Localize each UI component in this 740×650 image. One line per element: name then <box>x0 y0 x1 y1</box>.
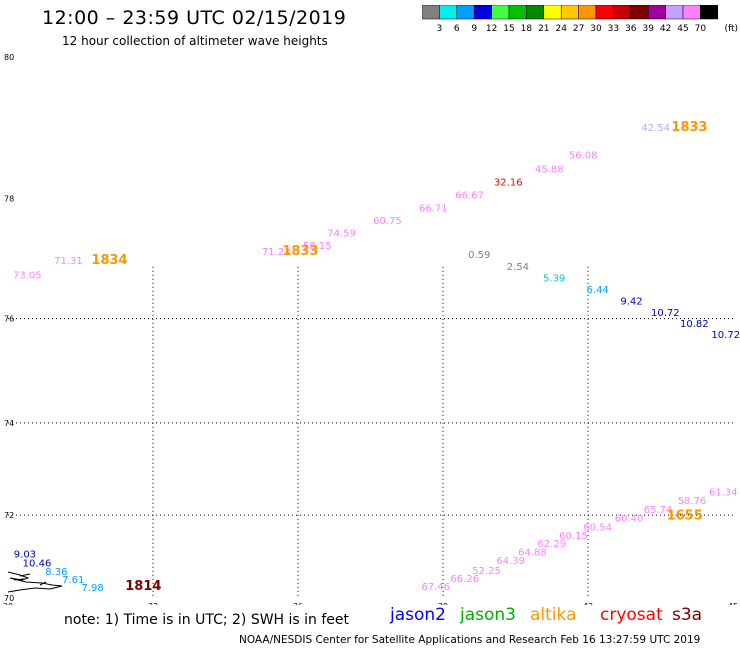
longitude-tick-label: 36 <box>293 602 303 605</box>
legend-jason2: jason2 <box>390 605 446 625</box>
wave-height-label: 71.23 <box>262 247 291 258</box>
colorbar-label: 70 <box>695 24 707 34</box>
wave-height-label: 10.72 <box>711 330 740 341</box>
wave-height-label: 56.08 <box>569 151 598 162</box>
wave-height-label: 61.34 <box>709 487 738 498</box>
longitude-tick-label: 42 <box>583 602 593 605</box>
wave-height-label: 58.15 <box>303 241 332 252</box>
footnote: note: 1) Time is in UTC; 2) SWH is in fe… <box>64 612 350 628</box>
colorbar-label: 3 <box>437 24 443 34</box>
map-subtitle: 12 hour collection of altimeter wave hei… <box>62 34 328 48</box>
wave-height-label: 10.82 <box>680 319 709 330</box>
wave-height-label: 60.15 <box>559 531 588 542</box>
colorbar-unit: (ft) <box>724 24 738 34</box>
wave-height-label: 74.59 <box>327 229 356 240</box>
wave-height-label: 42.54 <box>641 123 670 134</box>
colorbar-swatch <box>700 5 719 20</box>
wave-height-label: 65.74 <box>644 505 673 516</box>
colorbar-label: 15 <box>503 24 514 34</box>
latitude-tick-label: 70 <box>4 594 14 603</box>
wave-height-label: 10.46 <box>23 559 52 570</box>
wave-height-label: 66.26 <box>450 574 479 585</box>
colorbar-label: 45 <box>677 24 688 34</box>
colorbar-label: 27 <box>573 24 584 34</box>
credit-line: NOAA/NESDIS Center for Satellite Applica… <box>239 634 701 646</box>
wave-height-label: 9.42 <box>620 297 642 308</box>
wave-height-label: 7.61 <box>62 575 84 586</box>
colorbar-label: 42 <box>660 24 671 34</box>
legend-s3a: s3a <box>672 605 703 625</box>
pass-time-label: 1814 <box>125 579 161 594</box>
colorbar-label: 36 <box>625 24 637 34</box>
wave-height-label: 66.71 <box>419 203 448 214</box>
wave-height-label: 32.16 <box>494 178 523 189</box>
wave-height-label: 45.88 <box>535 164 564 175</box>
wave-height-label: 62.29 <box>537 539 566 550</box>
latitude-tick-label: 78 <box>4 195 14 204</box>
colorbar-label: 33 <box>608 24 619 34</box>
colorbar-label: 12 <box>486 24 497 34</box>
latitude-tick-label: 72 <box>4 511 14 520</box>
wave-height-label: 60.54 <box>583 522 612 533</box>
wave-height-label: 73.05 <box>13 271 42 282</box>
latitude-tick-label: 76 <box>4 315 14 324</box>
wave-height-label: 58.76 <box>678 496 707 507</box>
colorbar-label: 9 <box>471 24 477 34</box>
wave-height-label: 8.36 <box>45 567 67 578</box>
wave-height-label: 10.72 <box>651 308 680 319</box>
wave-height-label: 9.03 <box>14 550 36 561</box>
longitude-tick-label: 30 <box>3 602 13 605</box>
legend-jason3: jason3 <box>460 605 516 625</box>
wave-height-label: 5.39 <box>543 274 565 285</box>
wave-height-label: 64.39 <box>496 556 525 567</box>
wave-height-label: 64.88 <box>518 548 547 559</box>
colorbar-label: 24 <box>555 24 567 34</box>
colorbar-label: 39 <box>642 24 654 34</box>
latitude-tick-label: 80 <box>4 53 14 62</box>
coastline-detail <box>13 573 47 586</box>
pass-time-label: 1833 <box>282 244 318 259</box>
coastline <box>7 571 63 593</box>
latitude-tick-label: 74 <box>4 419 14 428</box>
wave-height-label: 60.75 <box>373 216 402 227</box>
colorbar-label: 30 <box>590 24 602 34</box>
wave-height-colorbar: 3 6 9 12 15 18 21 24 27 30 33 36 39 42 45 70 (ft) <box>422 5 738 34</box>
map-title: 12:00 – 23:59 UTC 02/15/2019 <box>42 7 347 29</box>
wave-height-label: 71.31 <box>54 256 83 267</box>
wave-height-label: 6.44 <box>587 285 609 296</box>
legend-altika: altika <box>530 605 577 625</box>
colorbar-label: 18 <box>521 24 533 34</box>
wave-height-label: 7.98 <box>81 583 103 594</box>
altimeter-map: 30 33 36 39 42 45 70 72 74 76 78 80 42.54 56.08 45.88 3… <box>3 53 740 605</box>
wave-height-label: 0.59 <box>468 250 490 261</box>
colorbar-label: 21 <box>538 24 549 34</box>
wave-height-label: 66.67 <box>455 191 484 202</box>
wave-height-label: 52.25 <box>472 566 501 577</box>
longitude-tick-label: 45 <box>728 602 738 605</box>
longitude-tick-label: 39 <box>438 602 448 605</box>
pass-time-label: 1833 <box>671 120 707 135</box>
wave-height-label: 67.46 <box>421 582 450 593</box>
legend-cryosat: cryosat <box>600 605 663 625</box>
longitude-tick-label: 33 <box>148 602 158 605</box>
pass-time-label: 1834 <box>91 253 127 268</box>
wave-height-label: 60.40 <box>615 514 644 525</box>
pass-time-label: 1655 <box>667 509 703 524</box>
wave-height-label: 2.54 <box>507 262 529 273</box>
colorbar-label: 6 <box>454 24 460 34</box>
